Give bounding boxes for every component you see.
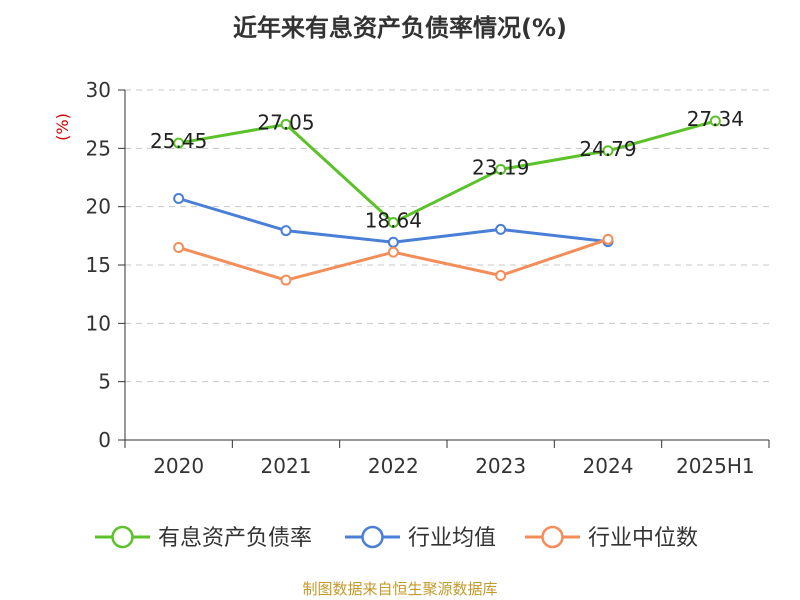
x-tick-label: 2022 <box>368 454 419 478</box>
y-tick-label: 20 <box>86 195 111 219</box>
legend-marker <box>361 525 384 549</box>
y-tick-label: 30 <box>86 78 111 102</box>
data-label: 23.19 <box>472 155 529 179</box>
y-tick-label: 0 <box>98 428 111 452</box>
legend-label: 有息资产负债率 <box>158 526 312 551</box>
data-point <box>387 217 399 229</box>
data-point <box>280 118 292 130</box>
data-point <box>280 274 292 286</box>
legend-marker <box>111 525 134 549</box>
data-labels: 25.45 27.05 18.64 23.19 24.79 27.34 <box>150 107 744 233</box>
source-note: 制图数据来自恒生聚源数据库 <box>302 580 498 598</box>
data-label: 24.79 <box>579 137 636 161</box>
y-tick-label: 15 <box>86 253 111 277</box>
x-tick-label: 2021 <box>261 454 312 478</box>
legend: 有息资产负债率 行业均值 行业中位数 <box>95 525 698 551</box>
x-tick-label: 2023 <box>475 454 526 478</box>
x-tick-label: 2020 <box>153 454 204 478</box>
data-point <box>709 115 721 127</box>
data-point <box>495 270 507 281</box>
data-point <box>280 225 292 237</box>
data-label: 18.64 <box>365 209 422 233</box>
data-point <box>173 242 185 253</box>
y-axis-unit: (%) <box>53 113 72 141</box>
series-lines <box>173 115 721 286</box>
data-point <box>495 223 507 235</box>
legend-label: 行业均值 <box>408 526 496 551</box>
y-tick-label: 10 <box>86 311 111 335</box>
data-point <box>173 137 185 149</box>
y-tick-label: 25 <box>86 136 111 160</box>
data-label: 25.45 <box>150 129 207 153</box>
data-point <box>602 233 614 245</box>
data-point <box>387 236 399 248</box>
data-point <box>387 246 399 258</box>
legend-marker <box>541 525 564 549</box>
data-point <box>602 145 614 157</box>
y-tick-label: 5 <box>98 370 111 394</box>
legend-label: 行业中位数 <box>588 526 698 551</box>
data-point <box>495 163 507 175</box>
x-tick-label: 2024 <box>583 454 634 478</box>
series-line <box>178 119 716 225</box>
data-label: 27.34 <box>687 107 744 131</box>
x-tick-label: 2025H1 <box>676 454 755 478</box>
chart-title: 近年来有息资产负债率情况(%) <box>233 14 567 42</box>
data-label: 27.05 <box>257 110 314 134</box>
data-point <box>173 193 185 204</box>
axes: 0 5 10 15 20 25 30 2020 2021 2022 2023 2024 2025H1 <box>86 78 770 478</box>
